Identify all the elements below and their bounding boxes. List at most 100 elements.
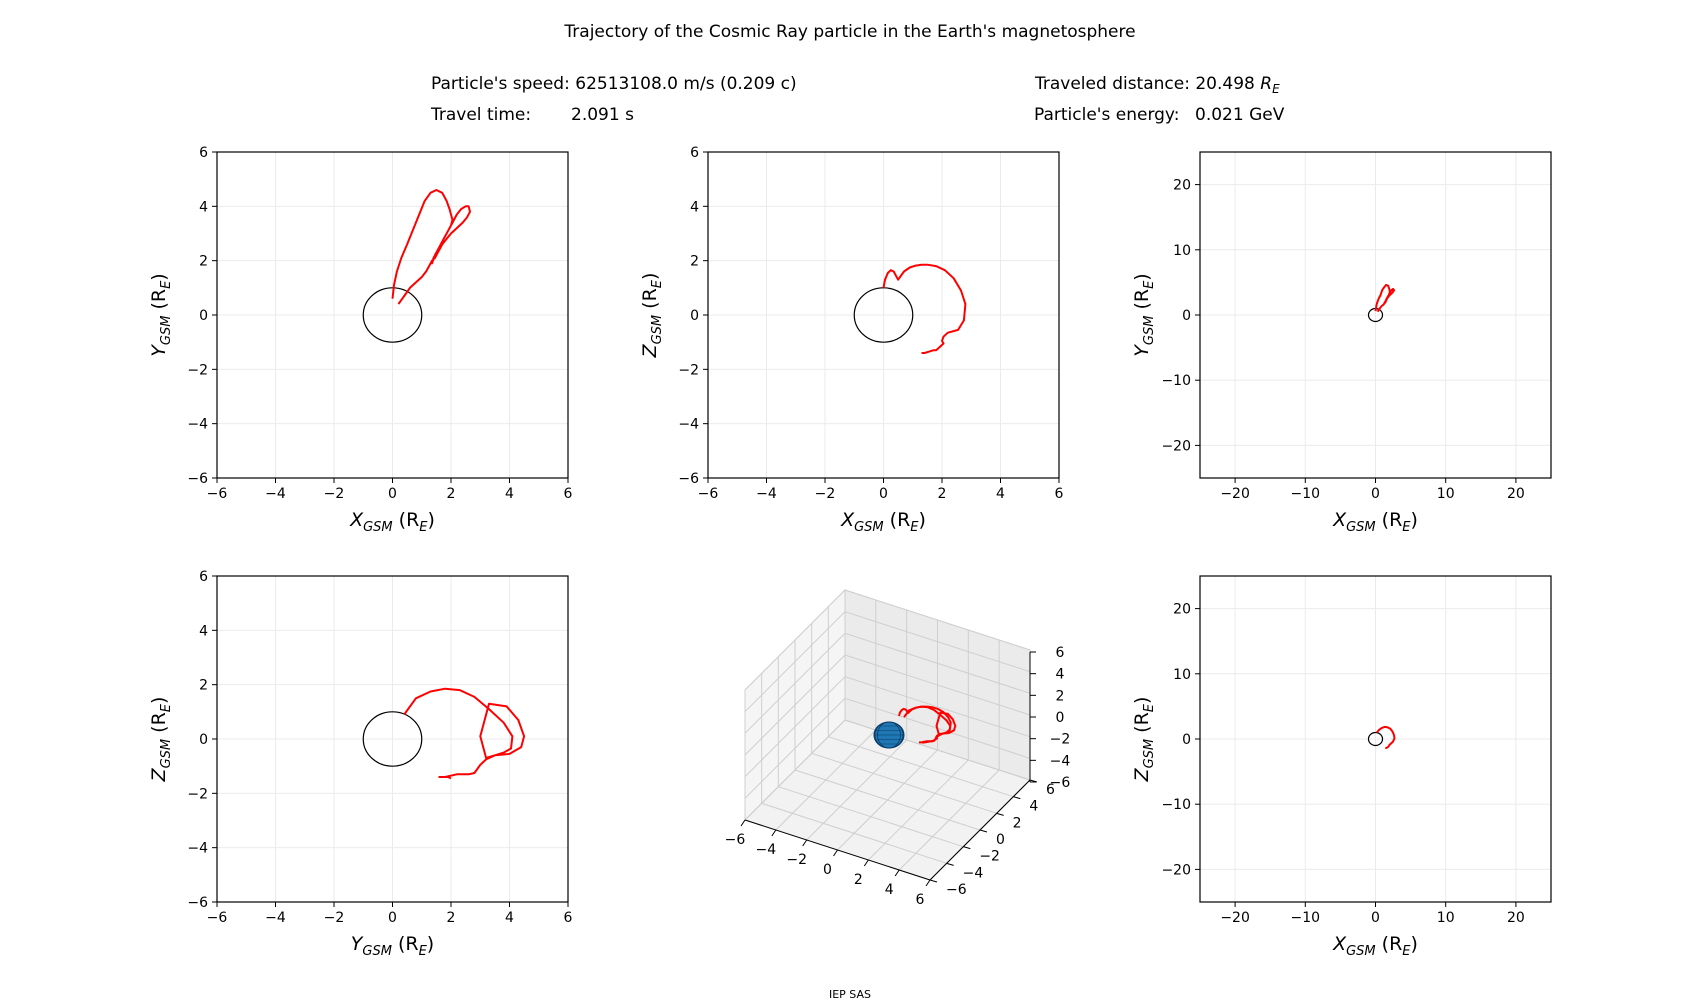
x-tick-label: 0 xyxy=(388,910,397,926)
distance-unit-sub: E xyxy=(1272,82,1280,97)
distance-value: 20.498 xyxy=(1195,74,1255,94)
earth-outline xyxy=(362,711,423,767)
x3d-tick-label: 0 xyxy=(823,862,832,878)
z3d-tick-label: 0 xyxy=(1056,710,1065,726)
y-tick-label: −6 xyxy=(187,471,208,487)
x-tick-label: 6 xyxy=(1055,486,1064,502)
x-tick-label: 20 xyxy=(1507,486,1525,502)
z3d-tick-label: −6 xyxy=(1050,775,1071,791)
trajectory-line xyxy=(403,687,526,780)
y-tick-label: 2 xyxy=(199,678,208,694)
x-tick-label: 10 xyxy=(1437,486,1455,502)
x-axis-label: XGSM (RE) xyxy=(349,509,435,535)
x3d-tick xyxy=(925,879,931,887)
y3d-tick xyxy=(996,812,1004,816)
y3d-tick-label: −2 xyxy=(979,849,1000,865)
trajectory-3d-yz xyxy=(903,705,957,744)
figure-title: Trajectory of the Cosmic Ray particle in… xyxy=(564,22,1136,42)
x-tick-label: 2 xyxy=(447,910,456,926)
x-tick-label: 6 xyxy=(564,486,573,502)
y-tick-label: 0 xyxy=(1182,732,1191,748)
y-tick-label: 6 xyxy=(690,145,699,161)
x-tick-label: −20 xyxy=(1220,486,1250,502)
y-tick-label: 2 xyxy=(199,254,208,270)
y-tick-label: 2 xyxy=(690,254,699,270)
panel-xy-wide: −20 −10 0 10 20 −20 −10 0 10 20 XGSM (RE) YGSM (RE) xyxy=(1131,151,1552,535)
y-tick-label: 0 xyxy=(690,308,699,324)
y-tick-label: 20 xyxy=(1173,602,1191,618)
y3d-tick-label: 2 xyxy=(1013,815,1022,831)
panel-xz: −6 −4 −2 0 2 4 6 −6 −4 −2 0 2 4 6 XGSM (RE) ZGSM (RE) xyxy=(639,145,1064,535)
x-tick-label: −6 xyxy=(207,486,228,502)
y-tick-label: 10 xyxy=(1173,243,1191,259)
energy-value: 0.021 GeV xyxy=(1195,105,1285,125)
x3d-axis xyxy=(744,819,931,881)
distance-label: Traveled distance: xyxy=(1035,74,1190,94)
x-tick-label: 2 xyxy=(447,486,456,502)
y3d-tick xyxy=(963,846,971,850)
earth-outline xyxy=(853,287,914,343)
x-tick-label: 20 xyxy=(1507,910,1525,926)
x3d-tick-label: 4 xyxy=(885,882,894,898)
y-tick-label: 20 xyxy=(1173,178,1191,194)
y-axis-label: ZGSM (RE) xyxy=(639,273,665,359)
panel-yz: −6 −4 −2 0 2 4 6 −6 −4 −2 0 2 4 6 YGSM (RE) ZGSM (RE) xyxy=(148,569,573,959)
y-tick-label: −2 xyxy=(187,786,208,802)
x-axis-label: XGSM (RE) xyxy=(840,509,926,535)
y-axis-label: YGSM (RE) xyxy=(1131,273,1157,356)
z3d-tick-label: 6 xyxy=(1056,645,1065,661)
earth-outline xyxy=(1367,731,1384,747)
z3d-tick-label: 4 xyxy=(1056,667,1065,683)
z3d-tick-label: −2 xyxy=(1050,732,1071,748)
y-axis-label: ZGSM (RE) xyxy=(1131,697,1157,783)
y-axis-label: YGSM (RE) xyxy=(148,273,174,356)
distance-info: Traveled distance: 20.498 RE xyxy=(1035,74,1280,97)
z3d-tick-label: −4 xyxy=(1050,753,1071,769)
x-axis-label: XGSM (RE) xyxy=(1332,509,1418,535)
x-tick-label: −2 xyxy=(324,486,345,502)
x-tick-label: −6 xyxy=(698,486,719,502)
x3d-tick-label: −4 xyxy=(756,842,777,858)
panel-xz-wide: −20 −10 0 10 20 −20 −10 0 10 20 XGSM (RE) ZGSM (RE) xyxy=(1131,575,1552,959)
y-tick-label: −10 xyxy=(1161,797,1191,813)
y-tick-label: −2 xyxy=(187,362,208,378)
x3d-tick xyxy=(771,829,777,837)
x3d-tick xyxy=(863,859,869,867)
x3d-tick xyxy=(802,839,808,847)
trajectory-line xyxy=(882,263,967,354)
y-tick-label: 0 xyxy=(1182,308,1191,324)
x-tick-label: 4 xyxy=(505,486,514,502)
x-tick-label: 6 xyxy=(564,910,573,926)
x-tick-label: −20 xyxy=(1220,910,1250,926)
x-tick-label: 10 xyxy=(1437,910,1455,926)
x-axis-label: YGSM (RE) xyxy=(351,933,434,959)
speed-value: 62513108.0 m/s (0.209 c) xyxy=(575,74,797,94)
y3d-tick-label: −4 xyxy=(963,865,984,881)
y-tick-label: −4 xyxy=(187,417,208,433)
z3d-tick-label: 2 xyxy=(1056,688,1065,704)
y3d-tick xyxy=(979,829,988,833)
x3d-tick-label: −2 xyxy=(786,852,807,868)
x-tick-label: 0 xyxy=(1371,910,1380,926)
y-tick-label: −2 xyxy=(678,362,699,378)
y-tick-label: −6 xyxy=(678,471,699,487)
x-tick-label: −4 xyxy=(265,910,286,926)
y-tick-label: −6 xyxy=(187,895,208,911)
y-tick-label: −4 xyxy=(187,841,208,857)
y3d-tick xyxy=(946,862,954,866)
grid-3d xyxy=(828,736,1014,798)
footer-credit: IEP SAS xyxy=(828,988,872,1001)
speed-info: Particle's speed: 62513108.0 m/s (0.209 … xyxy=(431,74,797,94)
x-tick-label: 4 xyxy=(505,910,514,926)
y3d-tick-label: 4 xyxy=(1029,799,1038,815)
x-tick-label: −6 xyxy=(207,910,228,926)
grid-3d xyxy=(744,589,1031,691)
x3d-tick-label: 6 xyxy=(916,892,925,908)
y3d-tick-label: 6 xyxy=(1046,782,1055,798)
y-tick-label: 0 xyxy=(199,308,208,324)
trajectory-line xyxy=(391,189,471,305)
y3d-tick-label: −6 xyxy=(946,882,967,898)
y3d-axis xyxy=(929,779,1031,881)
